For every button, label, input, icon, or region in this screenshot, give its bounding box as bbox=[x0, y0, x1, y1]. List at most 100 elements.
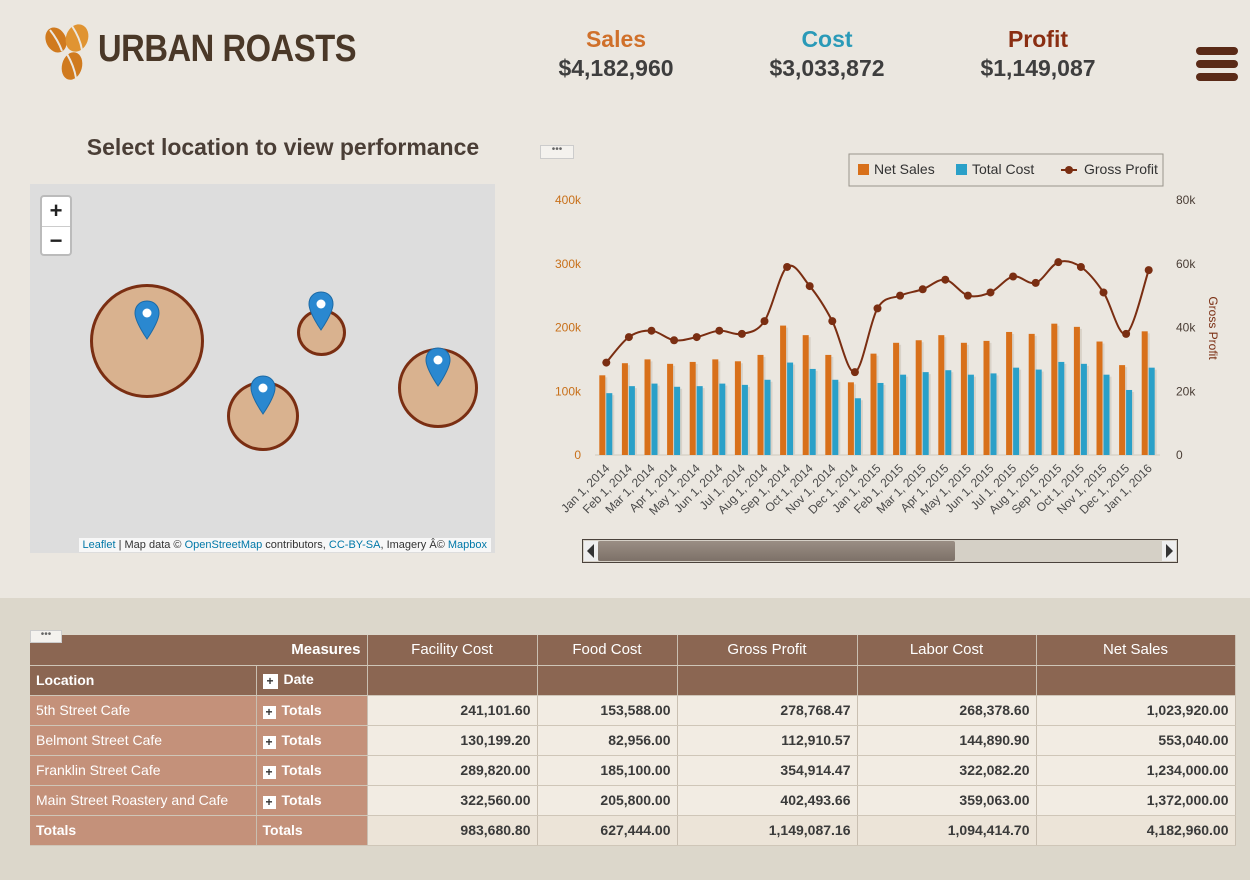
chart-drag-handle[interactable]: ••• bbox=[540, 145, 574, 159]
gross-profit-point bbox=[1031, 278, 1040, 287]
expand-icon[interactable]: + bbox=[262, 795, 276, 809]
y-right-tick: 0 bbox=[1176, 448, 1183, 462]
scrollbar-thumb[interactable] bbox=[598, 541, 955, 561]
gross-profit-point bbox=[1099, 288, 1108, 297]
legend-swatch bbox=[858, 164, 869, 175]
row-location[interactable]: Main Street Roastery and Cafe bbox=[30, 785, 257, 816]
map-pin-icon[interactable] bbox=[134, 300, 160, 340]
table-drag-handle[interactable]: ••• bbox=[30, 630, 62, 643]
bar-net-sales bbox=[621, 363, 628, 455]
scroll-left-arrow-icon[interactable] bbox=[584, 541, 598, 561]
totals-label: Totals bbox=[30, 815, 257, 846]
table-cell: 322,560.00 bbox=[367, 785, 538, 816]
bar-total-cost bbox=[628, 386, 635, 455]
location-map[interactable]: + − Leaflet | Map data © OpenStreetMap c… bbox=[30, 184, 495, 553]
bar-total-cost bbox=[674, 386, 681, 455]
table-row: 5th Street Cafe + Totals 241,101.60 153,588.… bbox=[30, 695, 1236, 726]
gross-profit-point bbox=[624, 333, 633, 342]
gross-profit-point bbox=[1009, 272, 1018, 281]
bar-net-sales bbox=[938, 335, 945, 455]
osm-link[interactable]: OpenStreetMap bbox=[184, 539, 263, 551]
y-right-tick: 80k bbox=[1176, 193, 1196, 207]
table-cell: 1,234,000.00 bbox=[1036, 755, 1236, 786]
table-cell: 278,768.47 bbox=[677, 695, 858, 726]
column-header[interactable]: Net Sales bbox=[1036, 635, 1236, 666]
table-cell: 82,956.00 bbox=[537, 725, 678, 756]
gross-profit-point bbox=[828, 317, 837, 326]
zoom-out-button[interactable]: − bbox=[49, 228, 63, 253]
kpi-cost: Cost $3,033,872 bbox=[727, 26, 927, 82]
totals-date: Totals bbox=[256, 815, 368, 846]
bar-net-sales bbox=[1006, 331, 1013, 455]
table-cell: 402,493.66 bbox=[677, 785, 858, 816]
gross-profit-point bbox=[602, 358, 611, 367]
date-header[interactable]: + Date bbox=[256, 665, 368, 696]
license-link[interactable]: CC-BY-SA bbox=[328, 539, 381, 551]
bar-net-sales bbox=[599, 375, 606, 455]
row-date[interactable]: + Totals bbox=[256, 695, 368, 726]
bar-total-cost bbox=[877, 382, 884, 455]
bar-total-cost bbox=[1126, 389, 1133, 455]
kpi-cost-label: Cost bbox=[801, 26, 853, 52]
gross-profit-point bbox=[783, 262, 792, 271]
bar-net-sales bbox=[1119, 365, 1126, 455]
row-date[interactable]: + Totals bbox=[256, 725, 368, 756]
bar-net-sales bbox=[1028, 333, 1035, 455]
bar-total-cost bbox=[1080, 363, 1087, 455]
bar-net-sales bbox=[1141, 331, 1148, 455]
table-cell: 241,101.60 bbox=[367, 695, 538, 726]
row-date[interactable]: + Totals bbox=[256, 785, 368, 816]
expand-icon[interactable]: + bbox=[262, 674, 278, 689]
gross-profit-point bbox=[986, 288, 995, 297]
map-title: Select location to view performance bbox=[86, 134, 480, 160]
location-circle[interactable] bbox=[90, 284, 204, 398]
table-cell: 354,914.47 bbox=[677, 755, 858, 786]
bar-total-cost bbox=[809, 368, 816, 455]
row-date[interactable]: + Totals bbox=[256, 755, 368, 786]
kpi-cost-value: $3,033,872 bbox=[769, 55, 885, 81]
bar-total-cost bbox=[696, 386, 703, 455]
bar-net-sales bbox=[960, 342, 967, 455]
map-pin-icon[interactable] bbox=[308, 291, 334, 331]
y-left-tick: 200k bbox=[555, 321, 582, 335]
gross-profit-point bbox=[1076, 262, 1085, 271]
expand-icon[interactable]: + bbox=[262, 705, 276, 719]
bar-net-sales bbox=[1073, 326, 1080, 455]
expand-icon[interactable]: + bbox=[262, 735, 276, 749]
expand-icon[interactable]: + bbox=[262, 765, 276, 779]
gross-profit-point bbox=[805, 282, 814, 291]
table-cell: 359,063.00 bbox=[857, 785, 1037, 816]
row-location[interactable]: 5th Street Cafe bbox=[30, 695, 257, 726]
zoom-control: + − bbox=[40, 195, 72, 256]
map-pin-icon[interactable] bbox=[250, 375, 276, 415]
bar-total-cost bbox=[787, 362, 794, 455]
measures-header[interactable]: Measures bbox=[30, 635, 368, 666]
bar-net-sales bbox=[825, 354, 832, 455]
table-row: Belmont Street Cafe + Totals 130,199.20 82,9… bbox=[30, 725, 1236, 756]
bar-net-sales bbox=[915, 340, 922, 455]
column-header[interactable]: Facility Cost bbox=[367, 635, 538, 666]
gross-profit-point bbox=[1144, 266, 1153, 275]
leaflet-link[interactable]: Leaflet bbox=[82, 539, 116, 551]
scroll-right-arrow-icon[interactable] bbox=[1162, 541, 1176, 561]
y-left-tick: 100k bbox=[555, 384, 582, 398]
map-pin-icon[interactable] bbox=[425, 347, 451, 387]
y-right-tick: 40k bbox=[1176, 321, 1196, 335]
bar-total-cost bbox=[922, 372, 929, 455]
gross-profit-point bbox=[873, 304, 882, 313]
y-right-tick: 60k bbox=[1176, 257, 1196, 271]
location-header[interactable]: Location bbox=[30, 665, 257, 696]
row-location[interactable]: Belmont Street Cafe bbox=[30, 725, 257, 756]
column-header[interactable]: Gross Profit bbox=[677, 635, 858, 666]
gross-profit-point bbox=[918, 285, 927, 294]
table-cell: 4,182,960.00 bbox=[1036, 815, 1236, 846]
gross-profit-point bbox=[692, 333, 701, 342]
hamburger-menu-icon[interactable] bbox=[1196, 47, 1238, 87]
column-header[interactable]: Food Cost bbox=[537, 635, 678, 666]
legend-label: Total Cost bbox=[972, 161, 1034, 177]
row-location[interactable]: Franklin Street Cafe bbox=[30, 755, 257, 786]
column-header[interactable]: Labor Cost bbox=[857, 635, 1037, 666]
mapbox-link[interactable]: Mapbox bbox=[447, 539, 487, 551]
chart-scrollbar[interactable] bbox=[582, 539, 1178, 563]
zoom-in-button[interactable]: + bbox=[42, 197, 70, 227]
